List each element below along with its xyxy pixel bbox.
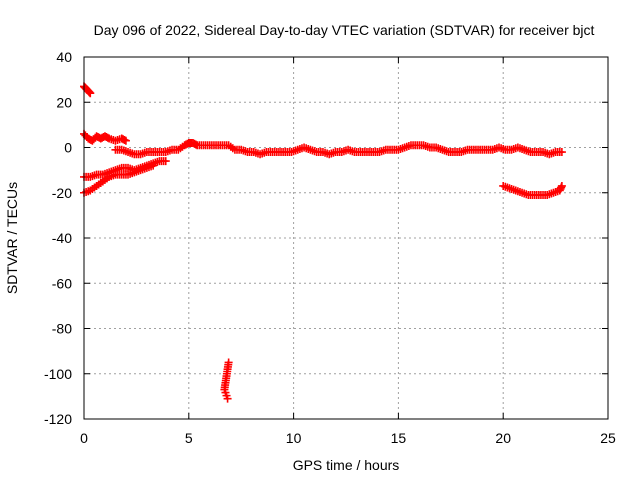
y-tick-label: -20 <box>52 185 72 201</box>
y-tick-label: -80 <box>52 321 72 337</box>
data-point <box>121 136 130 145</box>
x-tick-label: 15 <box>391 430 407 446</box>
axis-ticks: 0 5 10 15 20 25 -120 -100 -80 -60 -40 -20 0 20 40 <box>44 49 616 446</box>
x-tick-label: 10 <box>286 430 302 446</box>
y-tick-label: 20 <box>56 94 72 110</box>
x-tick-label: 25 <box>600 430 616 446</box>
data-point <box>557 181 566 190</box>
y-tick-label: -40 <box>52 230 72 246</box>
series-1 <box>80 82 95 98</box>
data-point <box>149 161 158 170</box>
data-point <box>557 148 566 157</box>
y-tick-label: 0 <box>64 140 72 156</box>
data-point <box>223 394 232 403</box>
y-tick-label: 40 <box>56 49 72 65</box>
series-5 <box>80 161 158 197</box>
plot-frame <box>83 56 609 420</box>
data-point <box>161 157 170 166</box>
series-4 <box>80 157 170 181</box>
series-2 <box>80 129 130 145</box>
y-tick-label: -60 <box>52 275 72 291</box>
data-points <box>80 82 566 403</box>
y-tick-label: -100 <box>44 366 72 382</box>
x-tick-label: 5 <box>185 430 193 446</box>
grid <box>84 57 608 419</box>
y-tick-label: -120 <box>44 411 72 427</box>
data-point <box>86 89 95 98</box>
y-axis-label: SDTVAR / TECUs <box>4 182 20 294</box>
chart-title: Day 096 of 2022, Sidereal Day-to-day VTE… <box>94 22 595 38</box>
x-tick-label: 20 <box>495 430 511 446</box>
x-tick-label: 0 <box>80 430 88 446</box>
series-3 <box>111 138 566 159</box>
series-7 <box>499 181 566 200</box>
x-axis-label: GPS time / hours <box>293 457 400 473</box>
series-6 <box>220 358 233 403</box>
